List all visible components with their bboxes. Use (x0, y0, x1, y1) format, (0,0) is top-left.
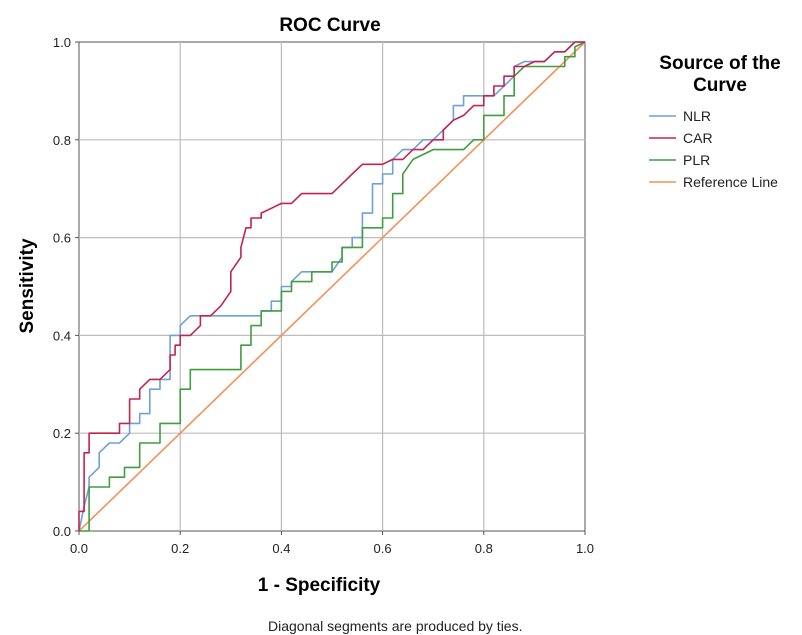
legend-label-nlr: NLR (683, 108, 711, 124)
legend-title-line1: Source of the (659, 53, 780, 74)
series-line-reference-line (78, 41, 586, 532)
x-tick-label: 0.2 (171, 541, 189, 556)
y-tick-label: 1.0 (53, 35, 71, 50)
x-axis-title: 1 - Specificity (258, 575, 381, 596)
chart-title: ROC Curve (279, 15, 380, 36)
legend-label-plr: PLR (683, 152, 710, 168)
footnote: Diagonal segments are produced by ties. (268, 618, 522, 634)
legend: NLR CAR PLR Reference Line (649, 108, 778, 190)
series-layer (78, 41, 586, 532)
x-tick-label: 0.0 (70, 541, 88, 556)
series-line-car (78, 41, 585, 531)
grid-lines (79, 42, 585, 531)
series-line-plr (79, 41, 586, 532)
x-tick-label: 0.8 (475, 541, 493, 556)
y-tick-label: 0.8 (53, 133, 71, 148)
y-tick-label: 0.4 (53, 328, 71, 343)
x-axis-ticks: 0.0 0.2 0.4 0.6 0.8 1.0 (70, 531, 594, 556)
legend-title-line2: Curve (693, 75, 747, 96)
y-tick-label: 0.0 (53, 524, 71, 539)
x-tick-label: 0.6 (374, 541, 392, 556)
y-axis-ticks: 0.0 0.2 0.4 0.6 0.8 1.0 (53, 35, 79, 539)
legend-label-car: CAR (683, 130, 713, 146)
y-axis-title: Sensitivity (17, 238, 38, 333)
y-tick-label: 0.2 (53, 426, 71, 441)
x-tick-label: 0.4 (272, 541, 290, 556)
y-tick-label: 0.6 (53, 231, 71, 246)
x-tick-label: 1.0 (576, 541, 594, 556)
legend-label-reference-line: Reference Line (683, 174, 778, 190)
